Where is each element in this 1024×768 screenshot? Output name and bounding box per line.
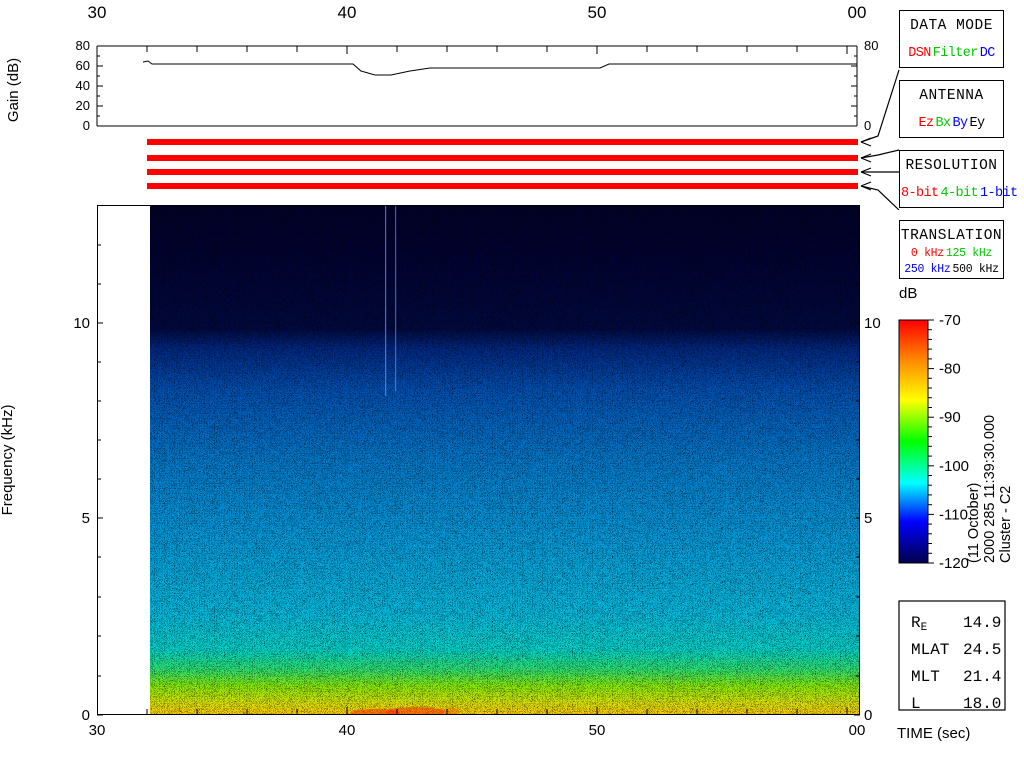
svg-text:24.5: 24.5 bbox=[963, 641, 1001, 659]
svg-text:Cluster - C2: Cluster - C2 bbox=[998, 486, 1014, 563]
svg-text:-80: -80 bbox=[939, 361, 961, 378]
svg-text:14.9: 14.9 bbox=[963, 614, 1001, 632]
svg-text:50: 50 bbox=[589, 722, 606, 739]
svg-text:18.0: 18.0 bbox=[963, 695, 1001, 713]
svg-text:30: 30 bbox=[89, 722, 106, 739]
svg-text:TIME (sec): TIME (sec) bbox=[897, 725, 970, 742]
svg-text:21.4: 21.4 bbox=[963, 668, 1001, 686]
svg-text:-100: -100 bbox=[939, 458, 969, 475]
svg-text:-70: -70 bbox=[939, 312, 961, 329]
svg-text:40: 40 bbox=[339, 722, 356, 739]
svg-text:00: 00 bbox=[849, 722, 866, 739]
svg-text:-90: -90 bbox=[939, 409, 961, 426]
svg-text:5: 5 bbox=[82, 510, 90, 527]
svg-text:-120: -120 bbox=[939, 555, 969, 572]
svg-text:Frequency (kHz): Frequency (kHz) bbox=[0, 405, 16, 516]
svg-text:dB: dB bbox=[899, 285, 917, 302]
svg-text:10: 10 bbox=[73, 315, 90, 332]
svg-text:2000 285 11:39:30.000: 2000 285 11:39:30.000 bbox=[982, 415, 998, 563]
svg-text:0: 0 bbox=[82, 707, 90, 724]
svg-text:0: 0 bbox=[864, 707, 872, 724]
svg-text:-110: -110 bbox=[939, 506, 968, 523]
svg-text:5: 5 bbox=[864, 510, 872, 527]
svg-text:RE: RE bbox=[911, 614, 928, 634]
svg-text:L: L bbox=[911, 695, 921, 713]
svg-text:10: 10 bbox=[864, 315, 881, 332]
svg-text:(11 October): (11 October) bbox=[966, 483, 982, 563]
svg-text:MLT: MLT bbox=[911, 668, 940, 686]
svg-text:MLAT: MLAT bbox=[911, 641, 949, 659]
